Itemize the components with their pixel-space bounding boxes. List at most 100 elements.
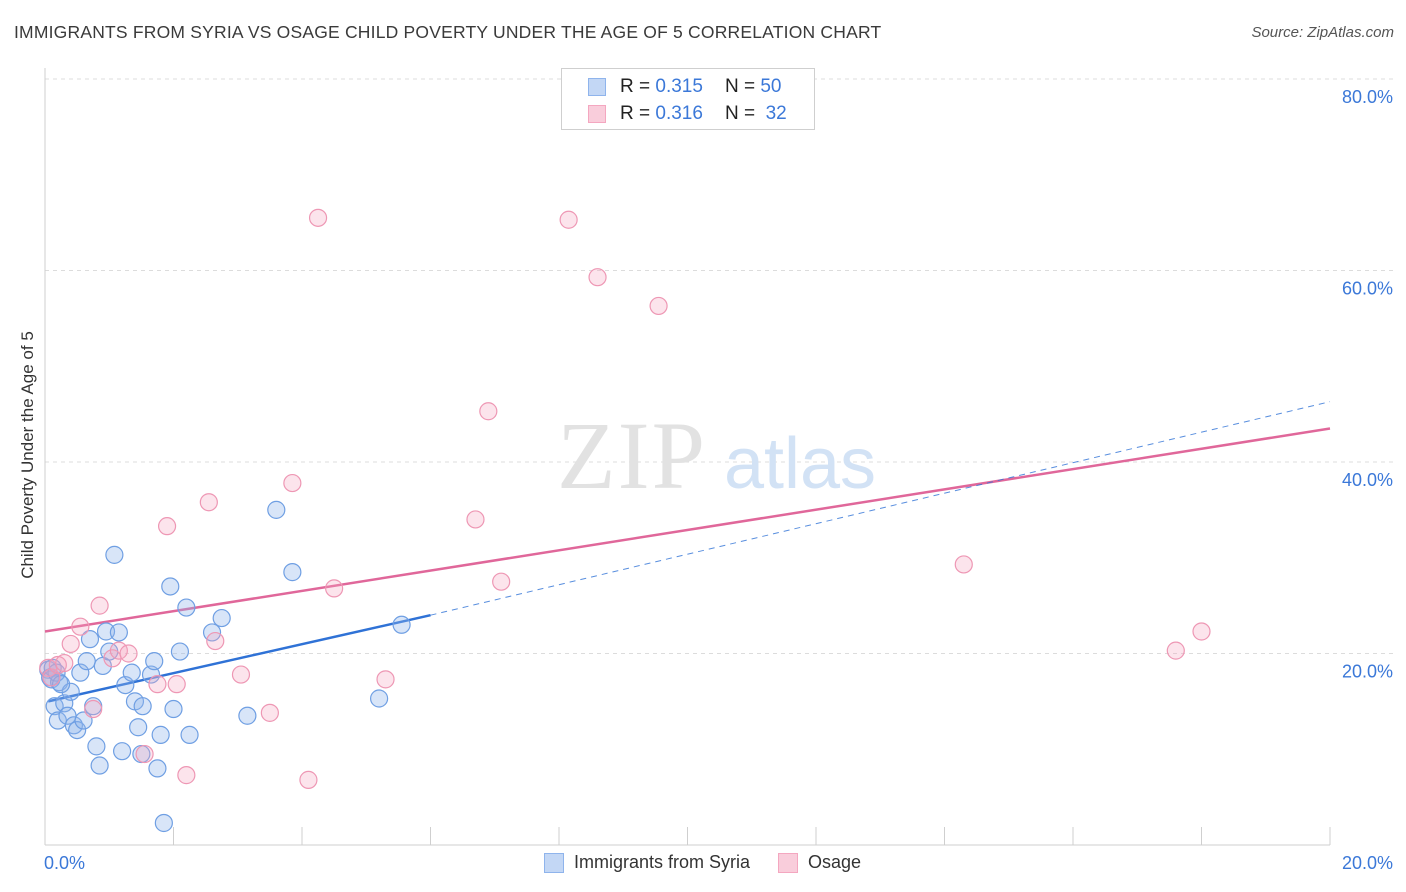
- osage-point: [588, 268, 607, 287]
- syria-point: [90, 756, 109, 775]
- syria-trend-extension: [430, 401, 1331, 616]
- osage-point: [466, 510, 485, 529]
- syria-point: [51, 675, 71, 694]
- syria-swatch: [588, 78, 606, 96]
- n-label: N =: [724, 103, 756, 124]
- y-tick-label: 60.0%: [1342, 279, 1393, 299]
- syria-point: [164, 699, 183, 719]
- osage-point: [148, 675, 167, 694]
- syria-point: [145, 652, 164, 671]
- legend-row-osage: R = 0.316 N = 32: [588, 102, 787, 126]
- data-points: [39, 208, 1211, 833]
- syria-point: [105, 545, 124, 564]
- syria-point: [180, 725, 199, 744]
- syria-point: [122, 663, 141, 682]
- osage-point: [167, 675, 186, 694]
- osage-point: [376, 670, 395, 689]
- syria-point: [68, 720, 87, 740]
- syria-point: [87, 737, 106, 756]
- syria-point: [177, 598, 196, 617]
- syria-point: [154, 813, 173, 833]
- osage-point: [479, 402, 498, 421]
- syria-point: [129, 718, 148, 737]
- osage-point: [135, 744, 154, 764]
- osage-point: [177, 766, 196, 785]
- osage-swatch: [588, 105, 606, 123]
- syria-trend-line: [47, 613, 431, 703]
- correlation-legend: R = 0.315 N = 50 R = 0.316 N = 32: [561, 68, 815, 130]
- syria-point: [170, 642, 190, 661]
- trend-lines: [44, 401, 1331, 703]
- osage-point: [1192, 622, 1211, 641]
- legend-item-osage[interactable]: Osage: [778, 852, 861, 873]
- watermark-zip: ZIP: [557, 402, 707, 509]
- n-label: N =: [724, 76, 756, 97]
- x-tick-label: 0.0%: [44, 853, 85, 873]
- syria-point: [71, 663, 90, 682]
- syria-point: [283, 563, 302, 582]
- syria-point: [148, 759, 167, 778]
- osage-point: [157, 517, 177, 536]
- osage-point: [61, 634, 80, 654]
- osage-point: [559, 210, 578, 229]
- osage-point: [954, 555, 973, 574]
- legend-row-syria: R = 0.315 N = 50: [588, 75, 781, 99]
- osage-point: [119, 644, 138, 663]
- osage-point: [55, 653, 74, 673]
- osage-point: [283, 473, 302, 493]
- osage-point: [231, 665, 251, 684]
- osage-point: [299, 770, 318, 789]
- syria-point: [392, 615, 411, 634]
- osage-point: [206, 631, 225, 651]
- series-legend: Immigrants from Syria Osage: [544, 852, 889, 873]
- syria-point: [133, 697, 152, 716]
- osage-point: [48, 655, 67, 675]
- osage-point: [325, 579, 344, 598]
- syria-swatch: [544, 852, 564, 873]
- syria-point: [77, 652, 96, 671]
- osage-swatch: [778, 852, 799, 873]
- chart-title: IMMIGRANTS FROM SYRIA VS OSAGE CHILD POV…: [14, 22, 882, 42]
- osage-point: [71, 617, 90, 636]
- osage-point: [199, 493, 218, 512]
- syria-point: [109, 623, 128, 642]
- n-value: 50: [760, 76, 782, 97]
- osage-point: [1166, 641, 1185, 660]
- legend-item-syria[interactable]: Immigrants from Syria: [544, 852, 750, 873]
- r-label: R =: [620, 76, 651, 97]
- osage-trend-line: [44, 427, 1331, 633]
- watermark-atlas: atlas: [724, 424, 876, 504]
- syria-point: [238, 706, 257, 725]
- syria-point: [141, 665, 161, 684]
- syria-point: [80, 630, 100, 649]
- syria-point: [267, 500, 286, 519]
- r-value: 0.316: [655, 103, 703, 124]
- x-tick-label: 20.0%: [1342, 853, 1393, 873]
- osage-point: [84, 699, 103, 719]
- syria-point: [96, 622, 116, 641]
- y-tick-label: 20.0%: [1342, 662, 1393, 682]
- y-axis-label: Child Poverty Under the Age of 5: [18, 331, 37, 579]
- osage-point: [90, 596, 109, 615]
- syria-point: [151, 725, 170, 744]
- syria-point: [161, 577, 180, 596]
- osage-point: [492, 572, 511, 591]
- legend-label: Osage: [808, 852, 862, 872]
- osage-point: [649, 296, 668, 316]
- syria-point: [112, 742, 132, 761]
- syria-point: [212, 608, 231, 628]
- y-tick-label: 80.0%: [1342, 87, 1393, 107]
- syria-point: [370, 689, 389, 708]
- y-tick-label: 40.0%: [1342, 470, 1393, 490]
- syria-point: [61, 682, 80, 701]
- legend-label: Immigrants from Syria: [574, 852, 751, 872]
- osage-point: [260, 703, 279, 722]
- n-value: 32: [765, 103, 787, 124]
- gridlines: [45, 78, 1395, 654]
- axes: [44, 68, 1331, 846]
- tick-labels: 20.0% 40.0% 60.0% 80.0% 0.0% 20.0%: [44, 87, 1393, 873]
- osage-point: [308, 208, 328, 227]
- r-value: 0.315: [655, 76, 703, 97]
- r-label: R =: [620, 103, 651, 124]
